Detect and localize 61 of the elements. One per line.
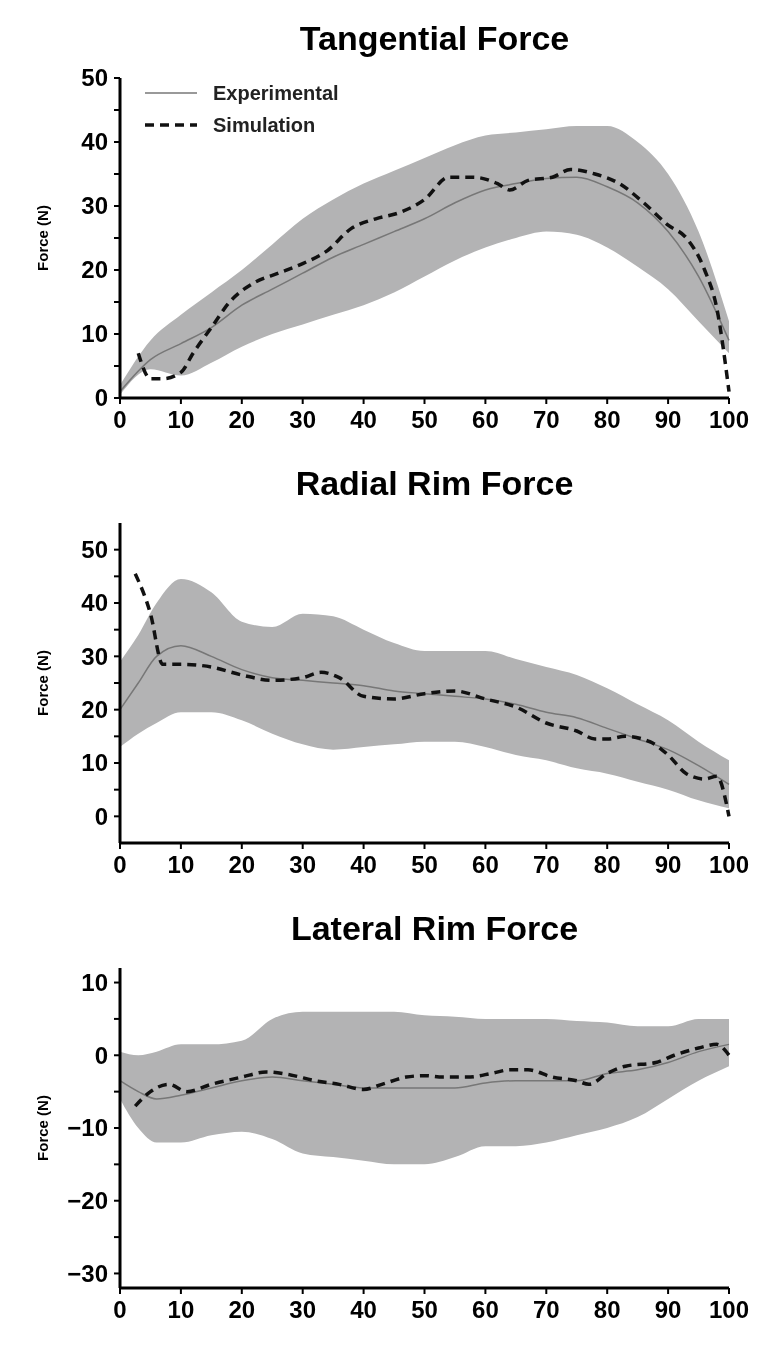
y-tick-label: 20 (81, 256, 108, 284)
chart-title: Tangential Force (299, 19, 570, 57)
x-tick-label: 100 (708, 1296, 750, 1323)
line-series (119, 1043, 730, 1100)
y-axis-title: Force (N) (34, 1095, 51, 1161)
x-tick-label: 50 (411, 851, 438, 878)
line-series (119, 644, 730, 786)
x-tick-label: 60 (472, 851, 499, 878)
y-tick-label: 30 (81, 642, 108, 670)
y-tick-label: 0 (94, 384, 108, 412)
x-tick-label: 100 (708, 851, 750, 878)
y-tick-label: 40 (81, 589, 108, 617)
y-tick-label: 0 (94, 1041, 108, 1069)
y-axis-title: Force (N) (34, 650, 51, 716)
y-tick-label: 20 (81, 696, 108, 724)
y-tick-label: 0 (94, 802, 108, 830)
x-tick-label: 40 (350, 851, 377, 878)
x-tick-label: 60 (472, 1296, 499, 1323)
x-tick-label: 10 (167, 851, 195, 878)
y-tick-label: 50 (81, 64, 108, 92)
x-tick-label: 30 (289, 406, 317, 433)
x-tick-label: 30 (289, 1296, 317, 1323)
chart-title: Radial Rim Force (295, 464, 574, 502)
x-tick-label: 0 (113, 851, 127, 878)
y-tick-label: −30 (67, 1259, 108, 1287)
chart-title: Lateral Rim Force (290, 909, 579, 947)
y-tick-label: −10 (67, 1114, 108, 1142)
y-tick-label: 10 (81, 749, 108, 777)
x-tick-label: 0 (113, 406, 127, 433)
x-tick-label: 60 (472, 406, 499, 433)
x-tick-label: 10 (167, 406, 195, 433)
x-tick-label: 90 (654, 406, 682, 433)
x-tick-label: 100 (708, 406, 750, 433)
y-tick-label: 10 (81, 320, 108, 348)
line-series (133, 1042, 731, 1108)
x-tick-label: 80 (593, 851, 621, 878)
x-tick-label: 80 (593, 406, 621, 433)
y-tick-label: 40 (81, 128, 108, 156)
y-tick-label: 10 (81, 968, 108, 996)
x-tick-label: 40 (350, 406, 377, 433)
y-axis-title: Force (N) (34, 205, 51, 271)
x-tick-label: 80 (593, 1296, 621, 1323)
x-tick-label: 70 (532, 851, 560, 878)
x-tick-label: 30 (289, 851, 317, 878)
legend-label: Experimental (213, 82, 339, 104)
legend-label: Simulation (213, 114, 316, 136)
y-tick-label: 30 (81, 192, 108, 220)
x-tick-label: 20 (228, 851, 256, 878)
x-tick-label: 70 (532, 1296, 560, 1323)
x-tick-label: 20 (228, 1296, 256, 1323)
x-tick-label: 50 (411, 406, 438, 433)
x-tick-label: 10 (167, 1296, 195, 1323)
x-tick-label: 40 (350, 1296, 377, 1323)
x-tick-label: 20 (228, 406, 256, 433)
y-tick-label: 50 (81, 536, 108, 564)
x-tick-label: 0 (113, 1296, 127, 1323)
x-tick-label: 90 (654, 851, 682, 878)
x-tick-label: 90 (654, 1296, 682, 1323)
y-tick-label: −20 (67, 1187, 108, 1215)
x-tick-label: 50 (411, 1296, 438, 1323)
x-tick-label: 70 (532, 406, 560, 433)
